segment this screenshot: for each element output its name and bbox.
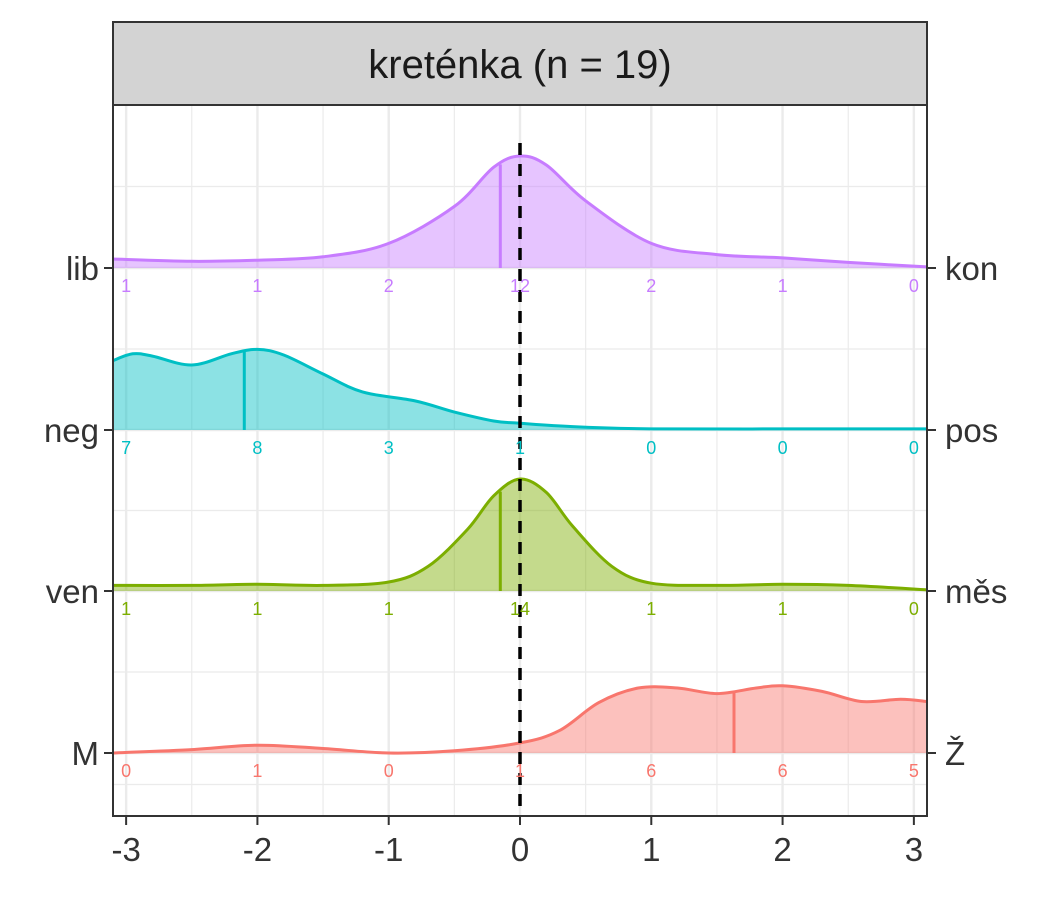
density-line-M [112, 684, 928, 755]
count-label-layer: 1 1 2 12 2 1 07 8 3 1 0 0 01 1 1 14 1 1 00 1 0 1 6 6 5 [121, 276, 919, 781]
x-tick-label: 3 [905, 831, 923, 868]
count-label: 0 [121, 761, 131, 781]
left-tick-label: M [72, 735, 100, 772]
count-label: 1 [515, 438, 525, 458]
count-label: 1 [252, 276, 262, 296]
right-tick-label: pos [945, 412, 998, 449]
count-label: 14 [510, 599, 530, 619]
count-label: 1 [252, 599, 262, 619]
count-label: 0 [909, 599, 919, 619]
left-tick-label: ven [46, 573, 99, 610]
count-label: 0 [384, 761, 394, 781]
density-area-ven [113, 478, 927, 591]
count-label: 5 [909, 761, 919, 781]
x-tick-label: 0 [511, 831, 529, 868]
count-label: 8 [252, 438, 262, 458]
count-label: 2 [646, 276, 656, 296]
left-tick-label: neg [44, 412, 99, 449]
chart-title: kreténka (n = 19) [368, 43, 672, 87]
count-label: 6 [778, 761, 788, 781]
count-label: 1 [778, 599, 788, 619]
count-label: 0 [646, 438, 656, 458]
count-label: 1 [778, 276, 788, 296]
x-tick-label: 1 [642, 831, 660, 868]
right-tick-label: Ž [945, 735, 965, 772]
x-tick-label: -3 [111, 831, 140, 868]
count-label: 1 [646, 599, 656, 619]
density-line-lib [112, 154, 928, 269]
count-label: 0 [909, 276, 919, 296]
left-tick-label: lib [66, 250, 99, 287]
count-label: 12 [510, 276, 530, 296]
count-label: 7 [121, 438, 131, 458]
strip-background [112, 21, 928, 106]
x-tick-label: -1 [374, 831, 403, 868]
count-label: 1 [252, 761, 262, 781]
count-label: 1 [121, 276, 131, 296]
count-label: 1 [121, 599, 131, 619]
count-label: 1 [515, 761, 525, 781]
right-tick-label: kon [945, 250, 998, 287]
count-label: 6 [646, 761, 656, 781]
count-label: 2 [384, 276, 394, 296]
count-label: 0 [909, 438, 919, 458]
density-area-neg [113, 349, 927, 430]
count-label: 1 [384, 599, 394, 619]
right-tick-label: měs [945, 573, 1007, 610]
count-label: 0 [778, 438, 788, 458]
density-line-neg [112, 347, 927, 431]
density-area-M [113, 685, 927, 754]
x-tick-label: 2 [773, 831, 791, 868]
count-label: 3 [384, 438, 394, 458]
x-tick-label: -2 [243, 831, 272, 868]
